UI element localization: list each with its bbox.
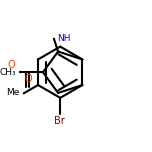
Text: CH₃: CH₃ xyxy=(0,68,16,77)
Text: Me: Me xyxy=(6,88,19,97)
Text: Br: Br xyxy=(54,116,65,126)
Text: NH: NH xyxy=(57,34,70,43)
Text: O: O xyxy=(8,60,15,70)
Text: O: O xyxy=(24,74,32,84)
